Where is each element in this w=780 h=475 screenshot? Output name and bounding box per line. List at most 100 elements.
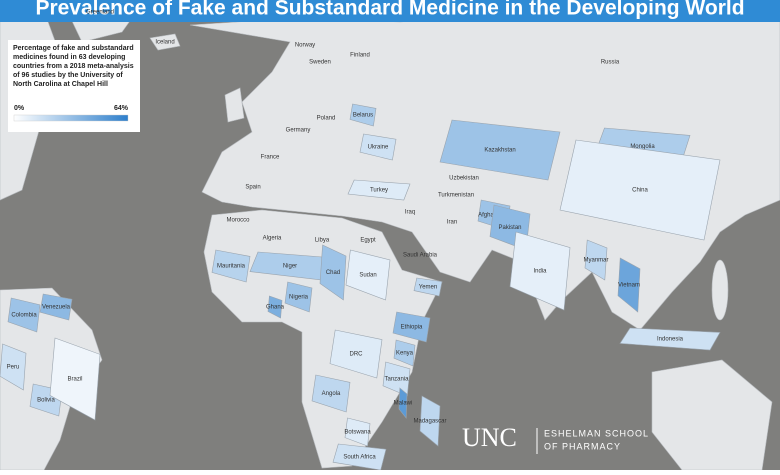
country <box>413 277 443 297</box>
map-label: Spain <box>245 185 260 191</box>
title: Prevalence of Fake and Substandard Medic… <box>35 0 744 20</box>
logo-name: UNC <box>462 423 517 452</box>
legend: Percentage of fake and substandard medici… <box>8 40 140 132</box>
country-label: Vietnam <box>618 283 640 289</box>
country <box>347 179 411 201</box>
country <box>509 231 571 311</box>
country <box>39 293 73 321</box>
legend-text: medicines found in 63 developing <box>13 54 125 61</box>
country-label: Turkey <box>370 188 388 194</box>
legend-min: 0% <box>14 105 25 112</box>
country <box>584 239 608 281</box>
country-label: Malawi <box>394 401 413 407</box>
country-label: India <box>533 269 547 275</box>
country <box>359 133 397 161</box>
logo-school: ESHELMAN SCHOOL <box>544 428 649 438</box>
map-label: Turkmenistan <box>438 193 474 199</box>
country-label: Nigeria <box>289 295 309 301</box>
country-label: Indonesia <box>657 337 684 343</box>
country <box>382 361 411 397</box>
legend-scale <box>13 114 129 122</box>
country <box>311 374 351 413</box>
map-label: Iceland <box>155 40 174 46</box>
country <box>419 395 441 447</box>
map-label: Saudi Arabia <box>403 253 438 259</box>
land-uk <box>224 87 245 123</box>
country-label: Kenya <box>396 351 414 357</box>
country-label: DRC <box>350 352 364 358</box>
country-label: Mauritania <box>217 264 246 270</box>
country-label: Peru <box>7 365 20 371</box>
country-label: Chad <box>326 270 340 276</box>
map-label: Iran <box>447 220 457 226</box>
country-label: Madagascar <box>413 419 446 425</box>
country <box>393 339 416 367</box>
countries: KazakhstanMongoliaChinaAfghanistanPakist… <box>0 103 721 471</box>
country <box>329 329 383 379</box>
country <box>0 343 27 391</box>
land-island <box>711 259 729 321</box>
map-label: Norway <box>295 43 315 49</box>
country-label: Angola <box>322 391 341 397</box>
country-label: Ethiopia <box>401 325 423 331</box>
country <box>617 257 641 313</box>
map-label: Morocco <box>226 218 250 224</box>
map-label: France <box>261 155 280 161</box>
country-label: Venezuela <box>42 305 71 311</box>
country-label: Sudan <box>359 273 376 279</box>
country-label: Botswana <box>344 430 371 436</box>
country <box>49 337 101 421</box>
country-label: Brazil <box>67 377 82 383</box>
country <box>349 103 377 127</box>
legend-max: 64% <box>114 105 129 112</box>
land-eurasia <box>189 14 780 331</box>
country <box>211 249 251 283</box>
country-label: Niger <box>283 264 297 270</box>
country <box>398 387 408 419</box>
country <box>284 281 313 313</box>
country-label: China <box>632 188 648 194</box>
map-label: Poland <box>317 116 336 122</box>
country <box>319 244 347 301</box>
country <box>344 417 371 447</box>
country <box>619 327 721 351</box>
legend-text: countries from a 2018 meta-analysis <box>13 63 134 70</box>
logo: UNC ESHELMAN SCHOOL OF PHARMACY <box>462 423 649 454</box>
logo-school: OF PHARMACY <box>544 441 621 451</box>
country-label: Colombia <box>11 313 37 319</box>
country <box>267 295 283 319</box>
map-label: Egypt <box>360 238 376 244</box>
country-label: South Africa <box>343 455 376 461</box>
country-label: Belarus <box>353 113 373 119</box>
legend-text: Percentage of fake and substandard <box>13 45 134 52</box>
country <box>392 311 431 343</box>
country-label: Pakistan <box>498 225 521 231</box>
country <box>439 119 561 181</box>
country-label: Ghana <box>266 305 285 311</box>
map-label: Iraq <box>405 210 415 216</box>
map-label: Germany <box>286 128 311 134</box>
map-label: Sweden <box>309 60 331 66</box>
map-label: Uzbekistan <box>449 176 479 182</box>
map-label: Russia <box>601 60 620 66</box>
land-iceland <box>149 33 181 51</box>
country-label: Ukraine <box>368 145 389 151</box>
country-label: Mongolia <box>630 144 655 150</box>
map-label: Libya <box>315 238 330 244</box>
legend-text: North Carolina at Chapel Hill <box>13 81 108 88</box>
legend-text: of 96 studies by the University of <box>13 72 123 79</box>
country <box>559 139 721 241</box>
country-label: Yemen <box>419 285 437 291</box>
country <box>345 249 391 301</box>
map-label: Greenland <box>86 10 114 16</box>
country-label: Myanmar <box>583 258 608 264</box>
country-label: Bolivia <box>37 398 55 404</box>
map-label: Algeria <box>263 236 282 242</box>
country-label: Tanzania <box>384 377 409 383</box>
country-label: Kazakhstan <box>484 148 515 154</box>
country <box>7 297 41 333</box>
title-bar <box>0 0 780 22</box>
map-label: Finland <box>350 53 370 59</box>
